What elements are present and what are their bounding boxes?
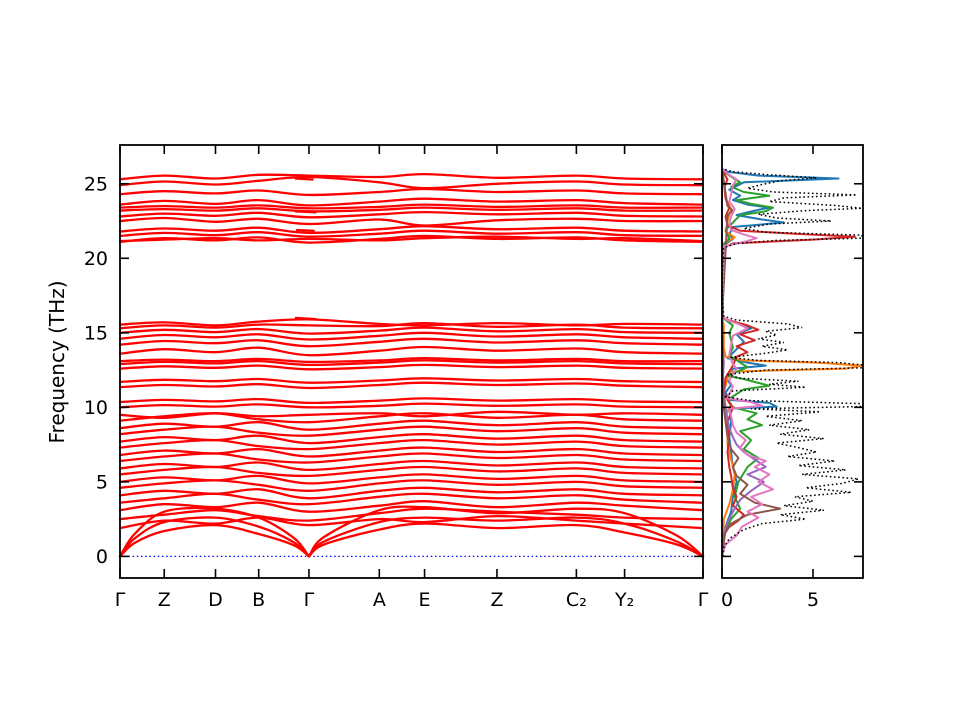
band-stub-line [294,177,314,181]
band-line [118,516,311,558]
axis-ticks [119,145,863,578]
band-line [118,172,705,181]
x-tick-label: D [208,589,223,611]
y-tick-label: 0 [96,546,108,568]
band-stub-line [294,316,317,321]
x-tick-label: Z [158,589,171,611]
x-tick-label: B [252,589,265,611]
x-tick-label: Y₂ [614,589,634,611]
y-tick-label: 10 [84,397,108,419]
band-line [118,187,705,197]
band-line [118,363,705,371]
x-tick-label: E [419,589,431,611]
band-line [118,523,311,558]
band-line [118,318,705,327]
band-line [118,459,705,472]
band-line [118,197,705,207]
band-line [118,229,705,238]
band-line [118,203,705,210]
x-tick-label: Z [490,589,503,611]
band-panel-frame [119,144,704,579]
band-line [307,505,705,558]
band-line [118,377,705,384]
pdos-pink-line [721,168,774,557]
dos-lines [721,167,863,557]
band-line [118,359,705,367]
frequency-axis-label: Frequency (THz) [45,280,69,443]
band-line [118,331,705,341]
band-line [118,225,705,235]
band-line [118,356,705,364]
dos-x-tick-label: 5 [807,589,819,611]
band-line [118,175,705,190]
band-line [118,446,705,458]
band-line [118,410,705,419]
band-line [307,516,705,558]
band-lines [118,172,705,558]
y-tick-label: 20 [84,248,108,270]
band-line [118,397,705,405]
y-tick-label: 25 [84,173,108,195]
band-line [118,381,705,390]
y-tick-label: 15 [84,322,108,344]
x-tick-label: Γ [115,589,126,611]
band-line [118,337,705,348]
band-line [118,326,705,335]
band-line [307,522,705,558]
band-stub-line [296,228,315,233]
band-line [118,216,705,227]
band-line [118,235,705,243]
band-line [118,500,705,513]
x-tick-label: Γ [304,589,315,611]
pdos-green-line [721,168,774,557]
band-line [118,514,705,530]
band-line [118,433,705,445]
band-line [118,402,705,409]
y-tick-label: 5 [96,471,108,493]
pdos-brown-line [721,168,782,557]
x-tick-label: Γ [698,589,709,611]
band-line [118,210,705,219]
band-line [118,206,705,213]
dos-panel-frame [721,144,864,579]
x-tick-label: C₂ [566,589,587,611]
band-line [118,345,705,357]
band-line [118,419,705,431]
dos-x-tick-label: 0 [721,589,733,611]
band-line [118,486,705,500]
band-line [118,506,311,558]
x-tick-label: A [373,589,386,611]
band-stub-line [294,210,317,214]
band-line [118,507,705,522]
band-line [118,473,705,485]
